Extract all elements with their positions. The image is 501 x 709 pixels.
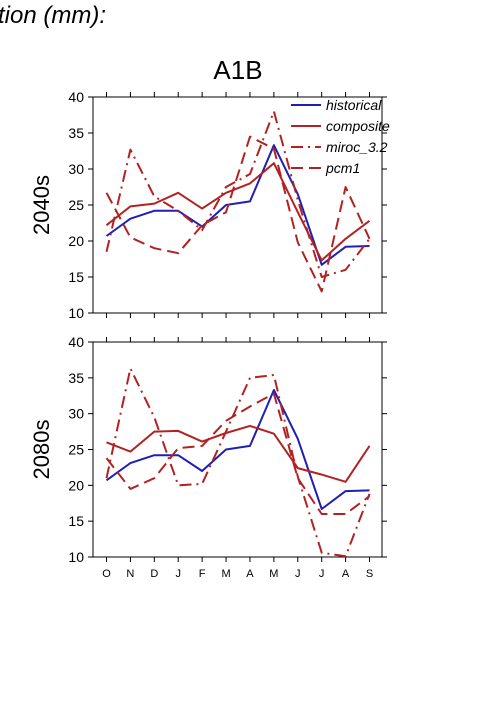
series-line-miroc-3-2 (105, 367, 371, 558)
series-line-composite (105, 162, 371, 262)
x-tick-label: J (295, 568, 301, 580)
y-tick-label: 40 (68, 89, 84, 105)
y-tick-label: 15 (68, 269, 84, 285)
legend-label: miroc_3.2 (326, 139, 388, 155)
y-tick-label: 10 (68, 549, 84, 565)
x-tick-label: F (199, 568, 206, 580)
legend-label: composite (326, 118, 390, 134)
page-heading: tion (mm): (0, 2, 106, 29)
x-tick-label: S (366, 568, 373, 580)
x-tick-label: A (246, 568, 254, 580)
y-tick-label: 35 (68, 125, 84, 141)
x-tick-label: J (319, 568, 325, 580)
y-tick-label: 40 (68, 334, 84, 350)
x-tick-label: M (269, 568, 278, 580)
x-tick-label: D (150, 568, 158, 580)
series-line-pcm1 (105, 135, 371, 293)
legend-label: pcm1 (325, 160, 360, 176)
y-axis-label-2: 2080s (29, 420, 54, 480)
y-tick-label: 35 (68, 370, 84, 386)
y-tick-label: 15 (68, 513, 84, 529)
y-tick-label: 25 (68, 442, 84, 458)
series-line-historical (105, 144, 370, 266)
series-line-historical (105, 389, 370, 510)
y-axis-label-1: 2040s (29, 175, 54, 235)
y-tick-label: 20 (68, 477, 84, 493)
y-tick-label: 25 (68, 197, 84, 213)
y-tick-label: 10 (68, 305, 84, 321)
y-tick-label: 20 (68, 233, 84, 249)
plot-frame-2 (92, 341, 383, 558)
series-line-pcm1 (105, 392, 371, 515)
y-tick-label: 30 (68, 161, 84, 177)
legend-label: historical (326, 97, 382, 113)
x-tick-label: A (342, 568, 350, 580)
x-tick-label: M (221, 568, 230, 580)
x-tick-label: J (175, 568, 181, 580)
x-tick-label: N (126, 568, 134, 580)
series-line-composite (106, 424, 371, 483)
y-tick-label: 30 (68, 406, 84, 422)
x-tick-label: O (102, 568, 111, 580)
scenario-title: A1B (213, 55, 263, 85)
